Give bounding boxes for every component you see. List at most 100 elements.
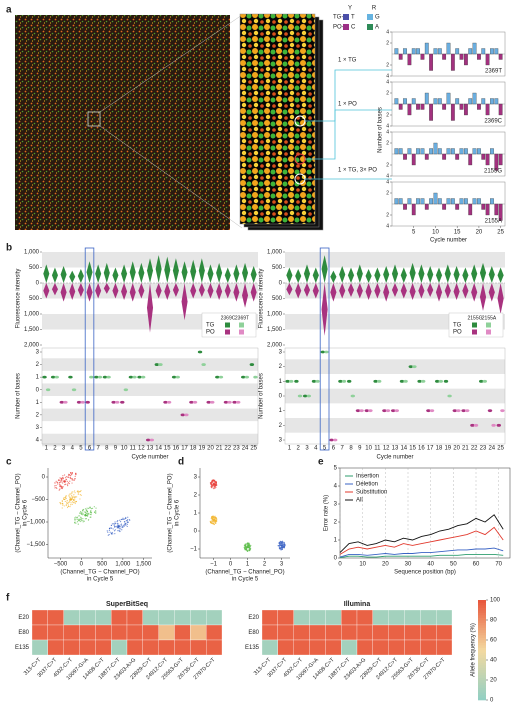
cell	[190, 609, 207, 626]
violin	[86, 283, 93, 302]
point	[280, 542, 282, 544]
base-dot	[59, 400, 64, 404]
band	[285, 252, 505, 268]
point	[215, 482, 218, 484]
cell	[436, 609, 453, 626]
point	[244, 549, 246, 551]
x-tick-label: 17	[181, 446, 188, 452]
cell	[174, 609, 191, 626]
point	[81, 511, 83, 514]
point	[123, 524, 125, 526]
bar	[420, 53, 425, 60]
x-tick-label: 12	[138, 446, 145, 452]
bar	[411, 153, 416, 166]
point	[68, 501, 71, 503]
violin	[69, 283, 76, 301]
point	[67, 502, 69, 505]
colorbar-step	[478, 675, 486, 678]
point	[215, 521, 217, 523]
base-dot	[482, 379, 487, 383]
legend-label: T	[351, 15, 355, 21]
x-tick-label: 15	[164, 446, 171, 452]
bar	[481, 48, 486, 55]
base-dot	[45, 388, 51, 392]
point	[248, 544, 250, 547]
cell	[79, 624, 96, 641]
bar	[485, 103, 490, 116]
cluster-center	[212, 483, 215, 486]
cell	[341, 639, 358, 656]
cluster-cloud	[106, 516, 131, 536]
cell	[356, 624, 373, 641]
point	[281, 540, 284, 542]
violin	[69, 270, 76, 283]
point	[75, 516, 77, 518]
violin	[190, 283, 197, 299]
y-axis-label: Fluorescence intensity	[259, 269, 265, 329]
cell	[111, 624, 128, 641]
point	[59, 477, 61, 479]
y-tick-label: 0	[36, 387, 40, 393]
point	[249, 547, 251, 549]
heatmap-title: Illumina	[344, 601, 371, 608]
bar	[394, 48, 399, 55]
point	[79, 520, 81, 523]
point	[214, 481, 216, 483]
y-tick-label: 2	[386, 62, 389, 68]
cell	[31, 639, 48, 656]
base-dot	[128, 375, 134, 379]
violin	[86, 261, 93, 283]
point	[213, 485, 215, 487]
x-tick-label: 1	[45, 446, 49, 452]
violin	[435, 283, 443, 302]
x-tick-label: 21	[216, 446, 223, 452]
bar	[446, 42, 451, 55]
legend-row: TG	[453, 323, 462, 329]
point	[70, 502, 72, 504]
bar	[468, 153, 473, 166]
cell	[404, 609, 421, 626]
point	[91, 507, 94, 509]
row-label: E80	[18, 630, 29, 636]
base-dot	[189, 400, 194, 404]
bar	[411, 48, 416, 55]
x-tick-label: 0	[80, 562, 84, 568]
legend-header: 2155A	[482, 315, 497, 321]
cell	[277, 609, 294, 626]
point	[109, 531, 111, 533]
x-tick-label: 10	[121, 446, 128, 452]
point	[212, 487, 214, 489]
point	[60, 481, 62, 483]
bar	[394, 148, 399, 155]
point	[119, 528, 122, 530]
violin	[233, 264, 240, 283]
point	[215, 519, 217, 521]
violin	[181, 261, 188, 283]
bar	[424, 203, 429, 210]
cell	[436, 624, 453, 641]
point	[93, 506, 95, 508]
bar	[437, 148, 442, 155]
point	[112, 528, 114, 530]
violin	[497, 283, 504, 314]
point	[58, 489, 60, 491]
annotation: 1 × TG	[338, 58, 357, 64]
colorbar-tick-label: 0	[490, 698, 494, 704]
violin	[233, 283, 240, 302]
point	[119, 519, 121, 521]
x-tick-label: 0	[338, 562, 342, 568]
y-tick-label: 0	[334, 556, 338, 562]
violin	[497, 267, 504, 283]
base-dot	[115, 400, 120, 404]
y-tick-label: 4	[36, 438, 40, 444]
point	[70, 504, 72, 506]
cell	[47, 639, 64, 656]
point	[113, 530, 116, 532]
cell	[206, 609, 223, 626]
x-axis-label: Cycle number	[131, 455, 168, 461]
point	[278, 547, 280, 549]
point	[215, 522, 217, 525]
y-tick-label: 2	[386, 190, 389, 196]
base-dot	[329, 438, 334, 442]
colorbar-step	[478, 687, 486, 691]
